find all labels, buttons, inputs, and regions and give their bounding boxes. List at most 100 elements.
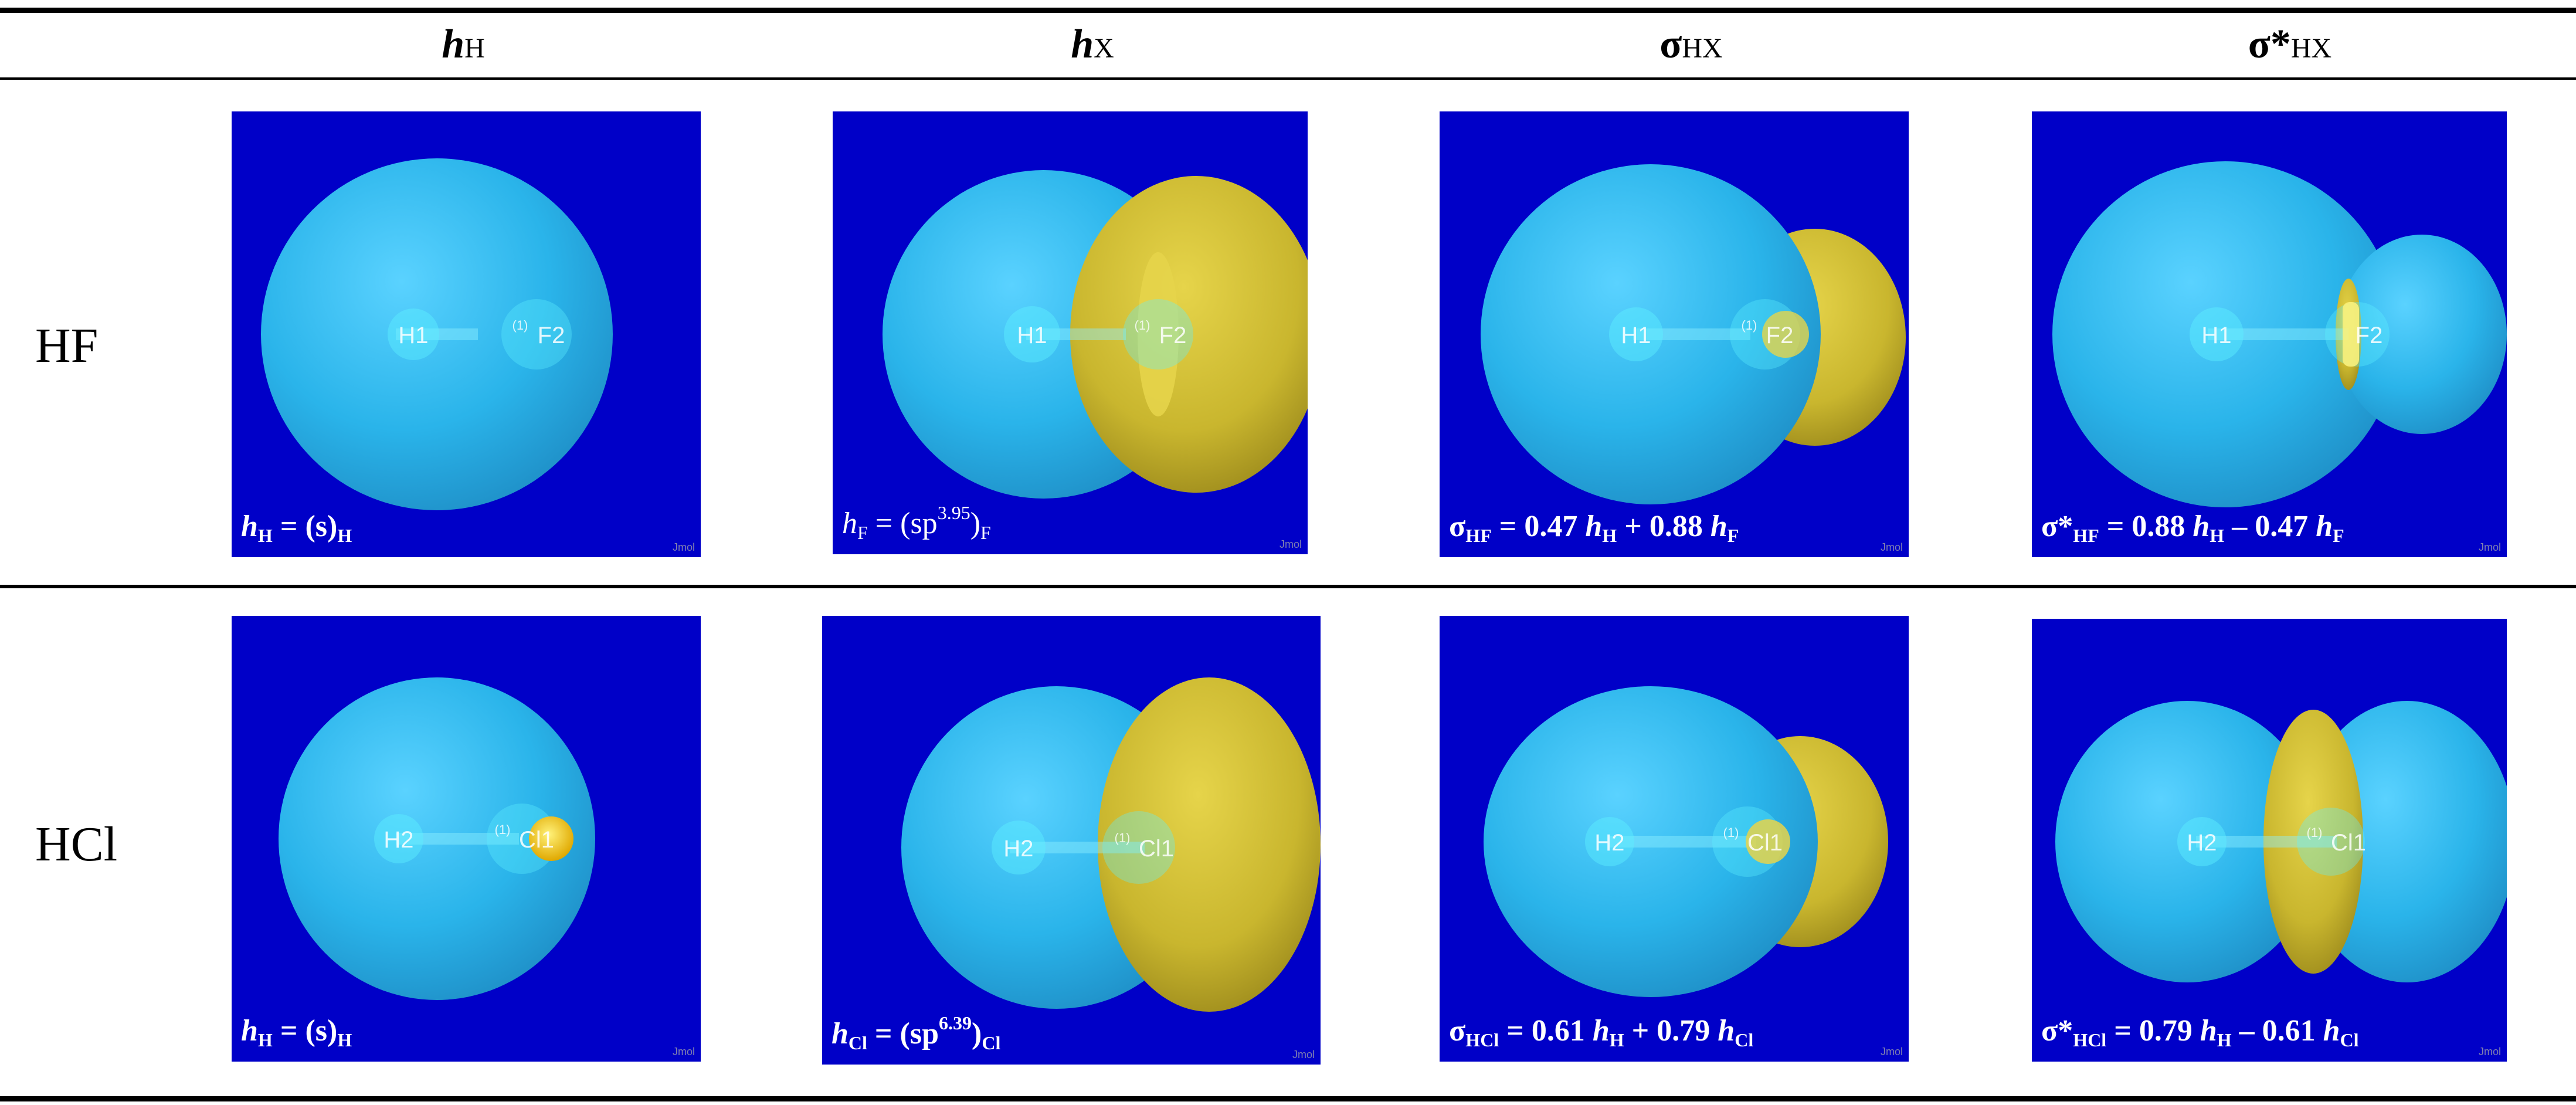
caption-symbol: h bbox=[1585, 510, 1603, 543]
caption-superscript: 6.39 bbox=[939, 1012, 972, 1033]
caption-coefficient: – 0.61 bbox=[2231, 1014, 2323, 1048]
atom-core bbox=[2343, 302, 2359, 367]
header-subscript: HX bbox=[1682, 33, 1723, 64]
orbital-caption: hH = (s)H bbox=[241, 509, 352, 547]
positive-lobe bbox=[2055, 701, 2319, 982]
orbital-plot: H2 Cl1 (1) bbox=[901, 677, 1321, 1012]
bond-stick bbox=[2208, 328, 2348, 340]
orbital-panel-hf-sigma: H1 F2 (1) σHF = 0.47 hH + 0.88 hF Jmol bbox=[1440, 111, 1909, 557]
atom-label-h: H1 bbox=[2201, 323, 2231, 348]
atom-label-x: F2 bbox=[1159, 323, 1187, 348]
atom-h bbox=[388, 309, 439, 360]
atom-x bbox=[1102, 811, 1175, 884]
orbital-caption: σ*HCl = 0.79 hH – 0.61 hCl bbox=[2041, 1014, 2359, 1051]
positive-lobe bbox=[261, 158, 613, 510]
caption-subscript: Cl bbox=[848, 1032, 867, 1053]
caption-subscript: HF bbox=[2073, 525, 2099, 546]
caption-symbol: σ* bbox=[2041, 1014, 2073, 1048]
caption-subscript: H bbox=[337, 1029, 352, 1050]
atom-core bbox=[1762, 311, 1809, 358]
header-subscript: H bbox=[464, 33, 485, 64]
atom-label-x: Cl1 bbox=[1747, 830, 1783, 856]
atom-h bbox=[1609, 307, 1663, 361]
caption-coefficient: = 0.88 bbox=[2099, 510, 2193, 543]
orbital-caption: hCl = (sp6.39)Cl bbox=[831, 1012, 1000, 1054]
orbital-panel-hcl-hH: H2 Cl1 (1) hH = (s)H Jmol bbox=[232, 616, 701, 1062]
atom-h bbox=[2177, 817, 2227, 866]
atom-label-h: H1 bbox=[1621, 323, 1651, 348]
orbital-plot: H1 F2 (1) bbox=[261, 158, 613, 510]
atom-label-x: Cl1 bbox=[519, 827, 554, 853]
atom-x bbox=[501, 299, 572, 370]
caption-subscript: HF bbox=[1465, 525, 1492, 546]
header-symbol: σ bbox=[1659, 22, 1682, 67]
caption-subscript: F bbox=[980, 522, 991, 543]
orbital-panel-hcl-sigma-star: H2 Cl1 (1) σ*HCl = 0.79 hH – 0.61 hCl Jm… bbox=[2032, 619, 2507, 1062]
positive-lobe bbox=[279, 677, 595, 1000]
jmol-watermark: Jmol bbox=[2478, 1046, 2501, 1057]
caption-symbol: h bbox=[831, 1017, 849, 1050]
orbital-panel-hcl-hX: H2 Cl1 (1) hCl = (sp6.39)Cl Jmol bbox=[822, 616, 1321, 1065]
jmol-watermark: Jmol bbox=[1880, 541, 1903, 553]
caption-symbol: h bbox=[1592, 1014, 1610, 1048]
bond-stick bbox=[1010, 842, 1145, 853]
caption-symbol: σ bbox=[1449, 1014, 1466, 1048]
caption-symbol: h bbox=[241, 1014, 258, 1048]
bond-stick bbox=[396, 833, 519, 845]
atom-label-h: H2 bbox=[1003, 836, 1033, 862]
atom-h bbox=[992, 821, 1046, 874]
column-header-sigma-star: σ*HX bbox=[2114, 21, 2466, 68]
atom-label-h: H1 bbox=[398, 323, 428, 348]
atom-label-h: H2 bbox=[383, 827, 413, 853]
atom-h bbox=[374, 814, 423, 863]
node-region bbox=[1138, 252, 1179, 416]
orbital-plot: H1 F2 (1) bbox=[1481, 164, 1906, 504]
positive-lobe bbox=[1481, 164, 1821, 504]
caption-equation: = (sp bbox=[867, 1017, 939, 1050]
bond-stick bbox=[396, 328, 478, 340]
caption-subscript: Cl bbox=[982, 1032, 1001, 1053]
atom-core bbox=[529, 816, 573, 861]
atom-label-h: H2 bbox=[1594, 830, 1624, 856]
atom-label-h: H2 bbox=[2187, 830, 2217, 856]
atom-core bbox=[1746, 819, 1790, 864]
jmol-watermark: Jmol bbox=[672, 1046, 695, 1057]
caption-subscript: Cl bbox=[1735, 1029, 1754, 1050]
caption-subscript: H bbox=[337, 525, 352, 546]
orbital-caption: σHF = 0.47 hH + 0.88 hF bbox=[1449, 509, 1739, 547]
caption-subscript: H bbox=[257, 1029, 273, 1050]
caption-subscript: H bbox=[1602, 525, 1617, 546]
atom-marker: (1) bbox=[2307, 825, 2323, 840]
orbital-caption: σ*HF = 0.88 hH – 0.47 hF bbox=[2041, 509, 2344, 547]
orbital-plot: H2 Cl1 (1) bbox=[1484, 686, 1888, 997]
negative-lobe bbox=[1098, 677, 1321, 1012]
caption-subscript: Cl bbox=[2340, 1029, 2359, 1050]
table-top-rule bbox=[0, 8, 2576, 13]
table-bottom-rule bbox=[0, 1096, 2576, 1101]
negative-lobe bbox=[2263, 710, 2363, 974]
caption-subscript: HCl bbox=[2073, 1029, 2107, 1050]
caption-symbol: h bbox=[2193, 510, 2210, 543]
atom-x bbox=[2297, 808, 2365, 876]
bond-stick bbox=[1610, 836, 1756, 848]
orbital-caption: σHCl = 0.61 hH + 0.79 hCl bbox=[1449, 1014, 1753, 1051]
caption-paren: ) bbox=[970, 507, 981, 540]
header-subscript: HX bbox=[2290, 33, 2332, 64]
jmol-watermark: Jmol bbox=[672, 541, 695, 553]
caption-subscript: F bbox=[1727, 525, 1739, 546]
orbital-plot: H2 Cl1 (1) bbox=[279, 677, 595, 1000]
header-symbol: h bbox=[1071, 22, 1094, 67]
caption-symbol: h bbox=[1718, 1014, 1735, 1048]
orbital-panel-hf-hX: H1 F2 (1) hF = (sp3.95)F Jmol bbox=[833, 111, 1308, 554]
jmol-watermark: Jmol bbox=[1279, 538, 1302, 550]
caption-symbol: h bbox=[2323, 1014, 2340, 1048]
column-header-sigma: σHX bbox=[1515, 21, 1867, 68]
orbital-panel-hf-hH: H1 F2 (1) hH = (s)H Jmol bbox=[232, 111, 701, 557]
caption-subscript: F bbox=[2333, 525, 2344, 546]
atom-marker: (1) bbox=[513, 318, 528, 333]
orbital-plot: H1 F2 bbox=[2052, 161, 2507, 507]
orbital-plot: H1 F2 (1) bbox=[883, 170, 1308, 499]
orbital-panel-hcl-sigma: H2 Cl1 (1) σHCl = 0.61 hH + 0.79 hCl Jmo… bbox=[1440, 616, 1909, 1062]
column-header-hX: hX bbox=[917, 21, 1268, 68]
positive-lobe-far bbox=[2337, 235, 2507, 434]
